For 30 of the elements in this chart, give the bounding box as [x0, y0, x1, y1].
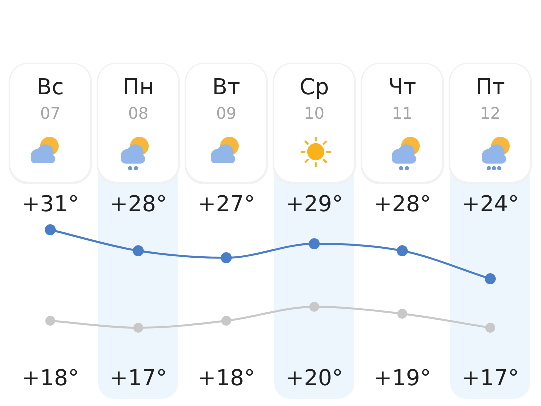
data-label: +28°	[110, 192, 168, 218]
x-tick-label: Вт 09	[212, 76, 241, 124]
point	[222, 316, 232, 326]
data-label: +27°	[198, 192, 256, 218]
point	[221, 252, 232, 264]
data-label: +24°	[462, 192, 520, 218]
point	[133, 246, 144, 256]
x-tick-label: Вс 07	[36, 76, 64, 124]
x-tick-label: Пт 12	[476, 76, 506, 124]
data-label: +18°	[198, 366, 256, 392]
point	[46, 316, 56, 326]
x-tick-label: Пн 08	[123, 76, 154, 124]
x-tick-label: Чт 11	[388, 76, 417, 124]
data-label: +29°	[286, 192, 344, 218]
point	[134, 323, 144, 333]
point	[485, 274, 496, 284]
data-label: +17°	[110, 366, 168, 392]
point	[486, 323, 496, 333]
data-label: +17°	[462, 366, 520, 392]
point	[398, 309, 408, 319]
data-label: +20°	[286, 366, 344, 392]
point	[309, 238, 320, 250]
point	[45, 224, 56, 236]
data-label: +18°	[22, 366, 80, 392]
x-tick-label: Ср 10	[300, 76, 330, 124]
data-label: +28°	[374, 192, 432, 218]
data-label: +19°	[374, 366, 432, 392]
data-label: +31°	[22, 192, 80, 218]
point	[310, 302, 320, 312]
point	[397, 246, 408, 256]
